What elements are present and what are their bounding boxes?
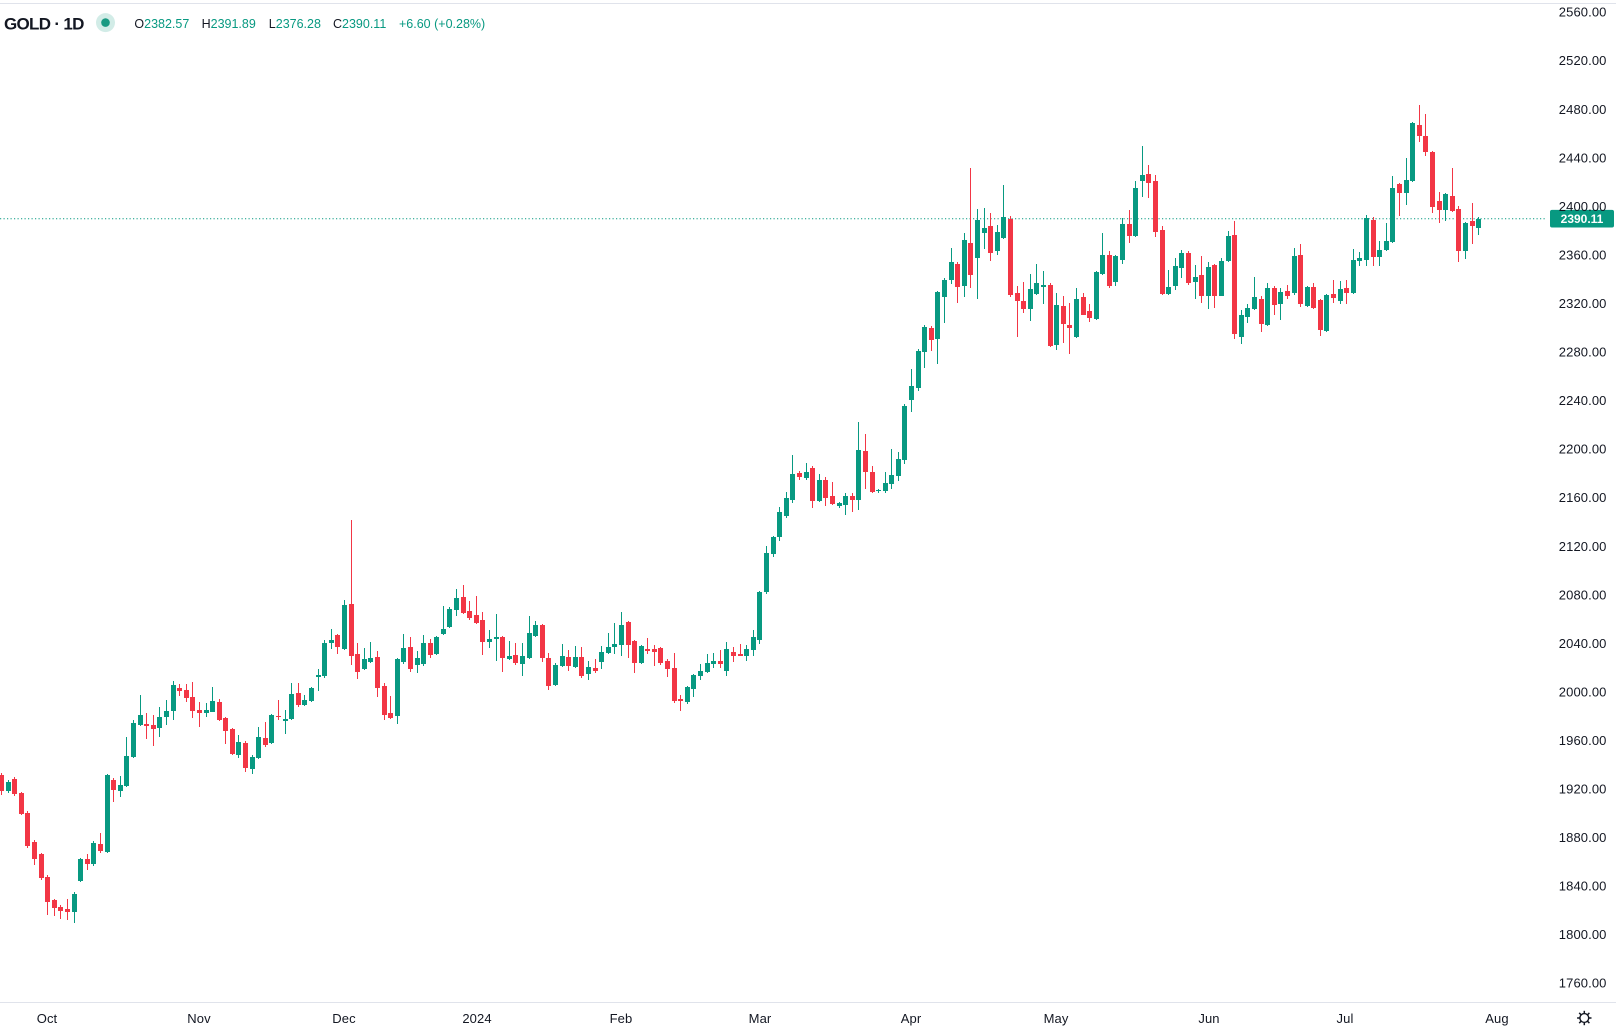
svg-text:2120.00: 2120.00 xyxy=(1559,539,1607,554)
svg-text:2390.11: 2390.11 xyxy=(1561,212,1604,226)
svg-text:2040.00: 2040.00 xyxy=(1559,636,1607,651)
svg-text:1920.00: 1920.00 xyxy=(1559,782,1607,797)
svg-text:Mar: Mar xyxy=(749,1011,772,1026)
svg-text:Aug: Aug xyxy=(1485,1011,1508,1026)
svg-text:GOLD · 1D: GOLD · 1D xyxy=(4,15,84,34)
svg-text:1800.00: 1800.00 xyxy=(1559,927,1607,942)
svg-text:2280.00: 2280.00 xyxy=(1559,345,1607,360)
svg-text:Oct: Oct xyxy=(37,1011,58,1026)
svg-text:2520.00: 2520.00 xyxy=(1559,53,1607,68)
svg-text:Dec: Dec xyxy=(332,1011,356,1026)
svg-text:2360.00: 2360.00 xyxy=(1559,248,1607,263)
svg-text:Feb: Feb xyxy=(610,1011,633,1026)
svg-text:L2376.28: L2376.28 xyxy=(269,17,321,31)
svg-text:2080.00: 2080.00 xyxy=(1559,587,1607,602)
svg-text:2200.00: 2200.00 xyxy=(1559,442,1607,457)
svg-text:Jul: Jul xyxy=(1337,1011,1354,1026)
svg-text:1880.00: 1880.00 xyxy=(1559,830,1607,845)
svg-text:2480.00: 2480.00 xyxy=(1559,102,1607,117)
svg-text:Apr: Apr xyxy=(901,1011,922,1026)
svg-text:C2390.11: C2390.11 xyxy=(333,17,386,31)
svg-text:Jun: Jun xyxy=(1198,1011,1219,1026)
svg-text:2560.00: 2560.00 xyxy=(1559,5,1607,20)
svg-text:H2391.89: H2391.89 xyxy=(202,17,256,31)
svg-text:2024: 2024 xyxy=(462,1011,491,1026)
svg-text:O2382.57: O2382.57 xyxy=(134,17,189,31)
svg-text:2240.00: 2240.00 xyxy=(1559,393,1607,408)
svg-text:Nov: Nov xyxy=(187,1011,211,1026)
svg-text:1840.00: 1840.00 xyxy=(1559,879,1607,894)
svg-text:+6.60 (+0.28%): +6.60 (+0.28%) xyxy=(399,17,485,31)
svg-text:2160.00: 2160.00 xyxy=(1559,490,1607,505)
svg-text:2400.00: 2400.00 xyxy=(1559,199,1607,214)
svg-text:2000.00: 2000.00 xyxy=(1559,684,1607,699)
svg-text:1960.00: 1960.00 xyxy=(1559,733,1607,748)
svg-text:2320.00: 2320.00 xyxy=(1559,296,1607,311)
svg-text:May: May xyxy=(1044,1011,1069,1026)
svg-text:1760.00: 1760.00 xyxy=(1559,976,1607,991)
svg-text:2440.00: 2440.00 xyxy=(1559,150,1607,165)
